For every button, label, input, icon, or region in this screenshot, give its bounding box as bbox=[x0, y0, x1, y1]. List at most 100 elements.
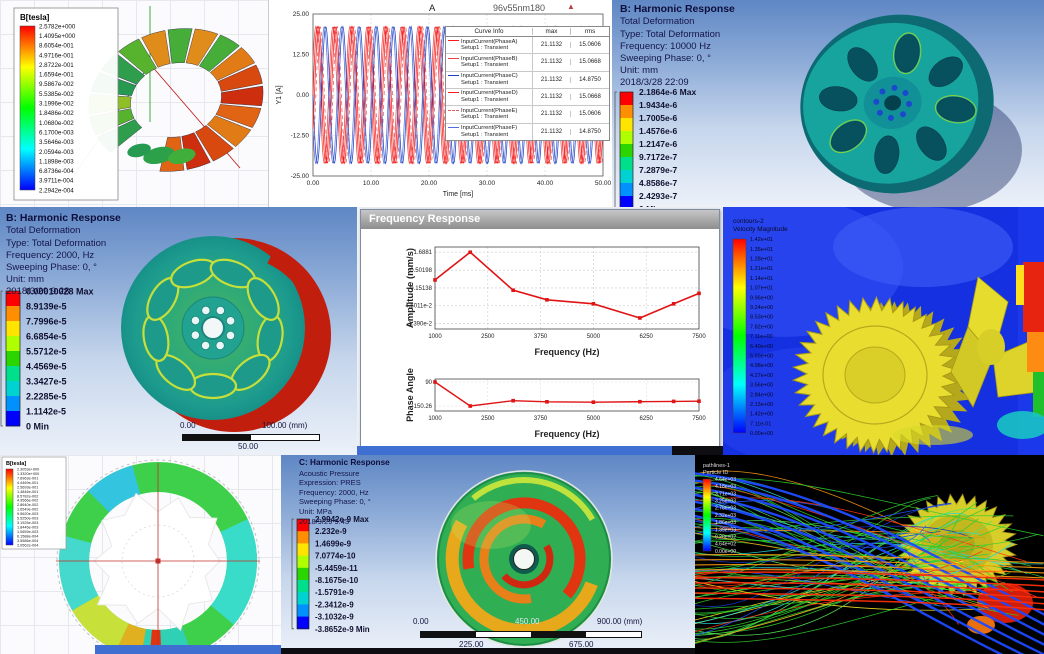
panel-cfd-velocity-contour: contours-2 Velocity Magnitude 1.42e+01 1.35… bbox=[723, 207, 1044, 455]
panel-maxwell-stator: B[tesla] 2.5782e+000 1.4095e+000 8.6054e-00… bbox=[0, 0, 268, 207]
scale-label-right: 100.00 (mm) bbox=[262, 421, 308, 430]
path-shape bbox=[72, 594, 130, 651]
legend-value: 3.56e+00 bbox=[750, 383, 773, 389]
rect-shape bbox=[620, 157, 633, 171]
circle-shape bbox=[906, 100, 913, 107]
curve-swatch-icon bbox=[448, 40, 459, 42]
x-tick: 7500 bbox=[692, 416, 706, 422]
table-header: Curve Info bbox=[446, 28, 533, 35]
x-tick: 2500 bbox=[481, 334, 495, 340]
ellipse-shape bbox=[143, 146, 175, 165]
panel-transient-currents-plot: 0.00 10.00 20.00 30.00 40.00 50.00 25.00 12.50 0… bbox=[268, 0, 613, 207]
legend-value: 3.3427e-5 bbox=[26, 376, 67, 386]
table-cell: 21.1132 bbox=[533, 42, 571, 49]
legend-value: 3.25e+03 bbox=[715, 499, 736, 505]
path-shape bbox=[614, 91, 617, 207]
path-shape bbox=[471, 477, 595, 522]
rect-shape bbox=[297, 567, 309, 581]
path-shape bbox=[445, 519, 598, 638]
legend-value: 1.21e+01 bbox=[750, 266, 773, 272]
legend-value: 7.0774e-10 bbox=[315, 552, 356, 561]
table-row: InputCurrent(PhaseA) Setup1 : Transient 21… bbox=[446, 37, 609, 55]
table-cell: InputCurrent(PhaseE) Setup1 : Transient bbox=[446, 106, 533, 123]
legend-value: 7.7996e-5 bbox=[26, 316, 67, 326]
legend-value: -3.1032e-9 bbox=[315, 613, 354, 622]
legend-title: B[tesla] bbox=[20, 13, 50, 22]
data-marker bbox=[545, 400, 549, 404]
table-cell: 21.1132 bbox=[533, 94, 571, 101]
panel-frequency-response: Frequency Response 1.6881 0.50198 0.15138 4… bbox=[357, 207, 723, 455]
data-marker bbox=[638, 316, 642, 320]
result-line: Unit: MPa bbox=[299, 506, 332, 516]
legend-value: 5.5712e-5 bbox=[26, 346, 67, 356]
data-marker bbox=[638, 399, 642, 404]
ellipse-shape bbox=[168, 148, 196, 165]
panel-harmonic-acoustic: 2.9942e-9 Max 2.232e-9 1.4699e-9 7.0774e-10… bbox=[281, 455, 695, 654]
path-shape bbox=[59, 535, 99, 611]
x-tick: 10.00 bbox=[363, 180, 380, 187]
x-axis-label: Time [ms] bbox=[443, 191, 474, 198]
taskbar-strip-2 bbox=[95, 645, 281, 654]
legend-value: -3.8652e-9 Min bbox=[315, 625, 370, 634]
legend-value: 5.5250e-003 bbox=[17, 517, 38, 521]
y-tick: 25.00 bbox=[293, 11, 310, 18]
rect-shape bbox=[620, 118, 633, 132]
y-tick: -12.50 bbox=[291, 133, 310, 140]
g-shape bbox=[246, 277, 280, 321]
legend-value: 1.28e+01 bbox=[750, 256, 773, 262]
window-titlebar[interactable]: Frequency Response bbox=[361, 210, 719, 229]
rect-shape bbox=[297, 616, 309, 630]
scale-bar bbox=[420, 631, 642, 638]
legend-value: 3.5586e-004 bbox=[17, 539, 38, 543]
scale-label-450: 450.00 bbox=[515, 617, 540, 626]
legend-value: -2.3412e-9 bbox=[315, 600, 354, 609]
scale-label-mid: 50.00 bbox=[238, 442, 259, 451]
data-marker bbox=[433, 278, 437, 282]
rect-shape bbox=[6, 411, 20, 427]
legend-title: Particle ID bbox=[703, 470, 728, 476]
legend-value: -8.1675e-10 bbox=[315, 576, 359, 585]
legend-value: 5.5385e-002 bbox=[39, 91, 74, 98]
path-shape bbox=[195, 125, 234, 162]
ellipse-shape bbox=[874, 135, 900, 174]
ellipse-shape bbox=[893, 425, 973, 445]
legend-value: 8.6054e-001 bbox=[39, 43, 74, 50]
curve-swatch-icon bbox=[448, 75, 459, 77]
legend-value: 3.71e+03 bbox=[715, 491, 736, 497]
table-cell: 15.0606 bbox=[579, 42, 601, 49]
result-text-block: B: Harmonic Response Total Deformation Typ… bbox=[6, 212, 121, 298]
plot-title: A bbox=[429, 3, 436, 14]
legend-value: 4.64e+02 bbox=[715, 542, 736, 548]
table-cell: 15.0668 bbox=[579, 59, 601, 66]
flywheel-deformation-model-2: 0.00010028 Max 8.9139e-5 7.7996e-5 6.6854e-… bbox=[0, 236, 331, 432]
curve-info-table: Curve Info max rms InputCurrent(PhaseA) Setu… bbox=[445, 26, 610, 141]
path-shape bbox=[462, 497, 586, 599]
scale-label-0: 0.00 bbox=[413, 617, 429, 626]
x-tick: 40.00 bbox=[537, 180, 554, 187]
streamline bbox=[695, 558, 944, 614]
x-tick: 5000 bbox=[587, 334, 601, 340]
circle-shape bbox=[887, 114, 894, 121]
table-cell: 21.1132 bbox=[533, 128, 571, 135]
streamline bbox=[695, 520, 993, 572]
circle-shape bbox=[190, 330, 200, 340]
rect-shape bbox=[297, 604, 309, 617]
path-shape bbox=[217, 64, 263, 92]
g-shape bbox=[916, 126, 947, 161]
rect-shape bbox=[6, 336, 20, 352]
path-shape bbox=[501, 544, 554, 589]
legend-value: 4.27e+00 bbox=[750, 373, 773, 379]
table-cell: InputCurrent(PhaseB) Setup1 : Transient bbox=[446, 54, 533, 71]
result-line: Frequency: 10000 Hz bbox=[620, 40, 711, 52]
scale-label-900: 900.00 (mm) bbox=[597, 617, 643, 626]
legend-value: 2.8640e-002 bbox=[17, 503, 38, 507]
legend-value: 3.1925e-003 bbox=[17, 521, 38, 525]
rect-shape bbox=[297, 592, 309, 605]
curve-swatch-icon bbox=[448, 92, 459, 94]
result-line: 2018/9/29 9:43 bbox=[299, 516, 350, 526]
path-shape bbox=[210, 519, 257, 625]
legend-value: 8.5782e-002 bbox=[17, 494, 38, 498]
streamline-red bbox=[695, 592, 1044, 605]
